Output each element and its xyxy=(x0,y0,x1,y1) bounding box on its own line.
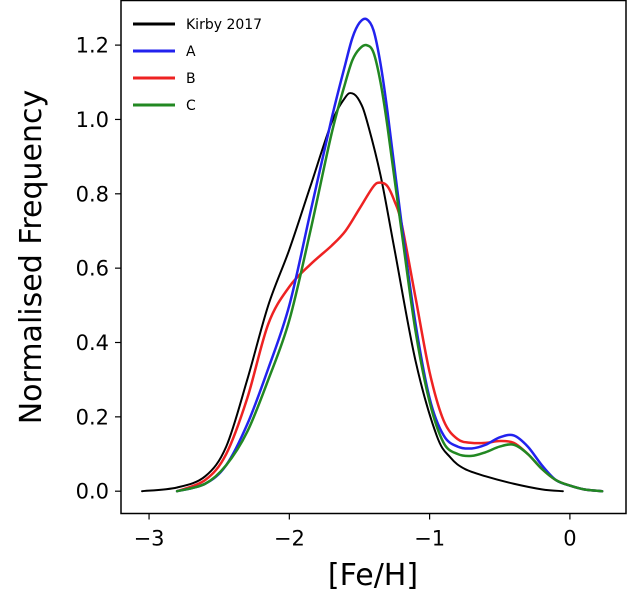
y-tick-label: 0.8 xyxy=(76,182,109,206)
axis-ticks: −3 −2 −1 0 0.0 0.2 0.4 0.6 0.8 1.0 1.2 xyxy=(76,34,577,551)
y-tick-label: 0.0 xyxy=(76,480,109,504)
plot-lines xyxy=(141,17,604,493)
y-axis-title: Normalised Frequency xyxy=(14,90,49,425)
x-tick-label: −3 xyxy=(134,527,165,551)
x-tick-label: −2 xyxy=(274,527,305,551)
series-line-c xyxy=(175,43,604,493)
legend-label: C xyxy=(186,98,196,114)
y-tick-label: 0.2 xyxy=(76,405,109,429)
series-line-kirby-2017 xyxy=(141,92,564,493)
legend-label: A xyxy=(186,44,196,60)
x-tick-label: 0 xyxy=(563,527,576,551)
y-tick-label: 0.4 xyxy=(76,331,109,355)
legend-label: Kirby 2017 xyxy=(186,17,262,33)
x-tick-label: −1 xyxy=(414,527,445,551)
legend: Kirby 2017 ABC xyxy=(133,17,262,114)
legend-label: B xyxy=(186,71,196,87)
x-axis-title: [Fe/H] xyxy=(328,558,418,593)
plot-frame xyxy=(120,0,627,515)
series-line-a xyxy=(175,17,604,493)
y-tick-label: 1.0 xyxy=(76,108,109,132)
y-tick-label: 0.6 xyxy=(76,257,109,281)
y-tick-label: 1.2 xyxy=(76,34,109,58)
